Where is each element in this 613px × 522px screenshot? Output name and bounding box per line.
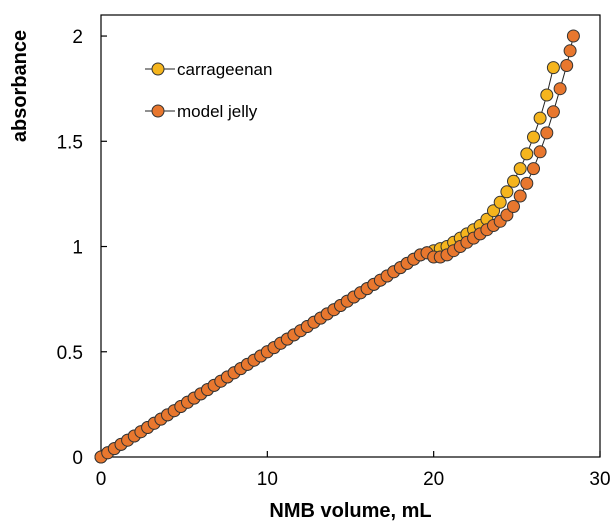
data-point [487,204,500,218]
legend-marker [151,104,165,118]
data-point [520,176,534,190]
x-axis-title: NMB volume, mL [269,500,431,522]
data-point [493,195,507,209]
legend: carrageenan model jelly [145,60,272,121]
data-point [546,61,560,75]
y-axis-title: absorbance [9,30,31,142]
y-tick-label: 2 [72,27,83,48]
data-point [553,82,567,96]
data-point [527,162,540,176]
x-tick-label: 10 [257,469,278,490]
legend-label: model jelly [177,102,258,121]
x-axis-ticks: 0 10 20 30 [96,451,611,490]
legend-label: carrageenan [177,60,272,79]
x-tick-label: 30 [589,469,610,490]
series-model-jelly [94,29,580,464]
data-point [500,208,514,222]
data-point [533,111,547,125]
y-tick-label: 1 [72,238,83,259]
data-point [507,200,520,213]
y-tick-label: 1.5 [57,132,83,153]
data-point [540,126,554,140]
y-tick-label: 0 [72,448,83,469]
x-tick-label: 0 [96,469,107,490]
data-point [546,105,560,119]
series-layer [94,29,580,464]
plot-area [100,14,601,458]
data-point [560,59,574,72]
legend-item: carrageenan [145,60,272,79]
data-point [527,130,540,144]
plot-frame [100,14,601,458]
data-point [520,147,534,161]
data-point [566,29,580,43]
data-point [507,174,520,188]
legend-marker [151,62,165,76]
data-point [513,189,527,203]
y-tick-label: 0.5 [57,343,83,364]
data-point [533,145,547,159]
data-point [500,185,514,199]
legend-item: model jelly [145,102,258,121]
data-point [563,44,577,58]
data-point [513,162,527,176]
x-tick-label: 20 [423,469,444,490]
data-point [540,88,554,102]
